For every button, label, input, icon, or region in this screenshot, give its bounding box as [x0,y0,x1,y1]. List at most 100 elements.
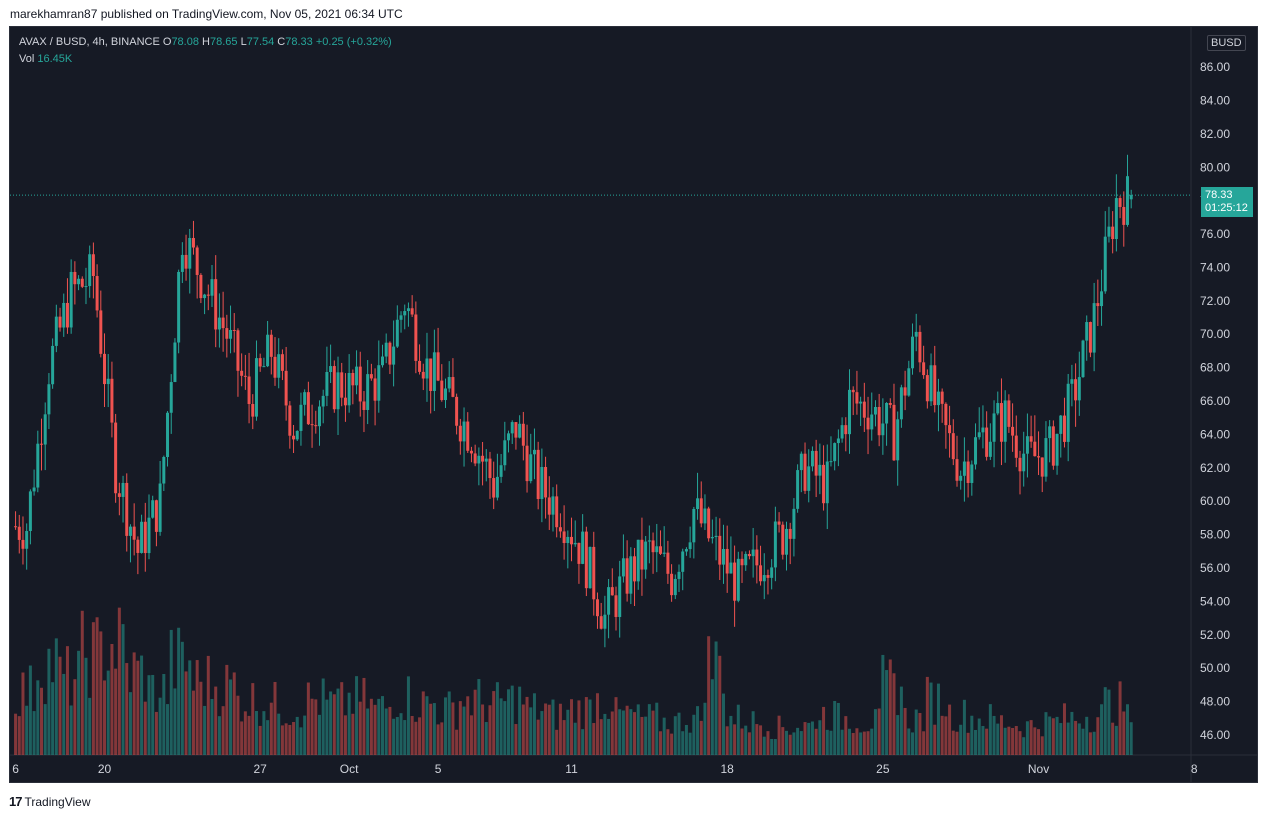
volume-bar [151,674,155,755]
volume-bar [1007,726,1011,755]
volume-bar [618,709,622,755]
volume-bar [607,718,611,755]
candle-body [80,278,84,287]
candle-body [518,423,522,438]
candle-body [1003,400,1007,442]
open-label: O [162,36,172,48]
candle-body [429,358,433,391]
candle-body [499,465,503,477]
candle-body [536,449,540,499]
volume-bar [566,709,570,755]
volume-bar [1092,731,1096,755]
candle-body [1114,198,1118,240]
candle-body [647,540,651,542]
volume-bar [759,725,763,755]
chart-panel[interactable]: 86.0084.0082.0080.0078.0076.0074.0072.00… [9,26,1258,783]
y-tick-label: 62.00 [1200,461,1230,475]
candle-body [996,403,1000,414]
candlestick-chart[interactable]: 86.0084.0082.0080.0078.0076.0074.0072.00… [10,27,1258,783]
volume-bar [662,717,666,755]
volume-bar [699,720,703,755]
currency-badge[interactable]: BUSD [1207,35,1246,51]
candle-body [744,553,748,566]
volume-bar [658,731,662,755]
y-tick-label: 68.00 [1200,361,1230,375]
candle-body [547,497,551,515]
candle-body [929,365,933,402]
volume-bar [744,725,748,755]
volume-bar [948,704,952,755]
volume-bar [284,723,288,755]
candle-body [217,317,221,330]
candle-body [903,387,907,396]
candle-body [859,401,863,404]
candle-body [521,423,525,446]
candle-body [507,433,511,441]
candle-body [862,401,866,418]
volume-bar [336,688,340,755]
candle-body [692,508,696,543]
candle-body [796,470,800,509]
volume-bar [1018,731,1022,755]
candle-body [825,461,829,504]
candle-body [944,403,948,426]
volume-bar [803,722,807,755]
volume-bar [981,725,985,755]
candle-body [1088,322,1092,353]
volume-bar [492,691,496,755]
volume-bar [106,670,110,755]
candle-body [384,342,388,357]
candle-body [781,524,785,555]
candle-body [1011,426,1015,436]
low-label: L [240,36,247,48]
y-tick-label: 72.00 [1200,294,1230,308]
volume-bar [288,724,292,755]
volume-bar [966,732,970,755]
candle-body [258,358,262,367]
volume-bar [599,719,603,755]
volume-bar [384,708,388,755]
candle-body [484,458,488,462]
high-value: 78.65 [209,36,238,48]
x-tick-label: 18 [721,762,735,776]
volume-bar [191,690,195,755]
volume-bar [206,655,210,755]
candle-body [292,435,296,440]
candle-body [362,401,366,410]
candle-body [707,508,711,539]
candle-body [440,380,444,401]
candle-body [636,539,640,582]
volume-bar [140,655,144,755]
candle-body [62,302,66,328]
x-tick-label: 20 [98,762,112,776]
volume-bar [888,659,892,755]
candle-body [762,575,766,582]
volume-bar [873,709,877,755]
candle-body [1025,436,1029,454]
candle-body [151,500,155,518]
candle-body [966,461,970,483]
volume-bar [1014,726,1018,755]
volume-bar [355,676,359,755]
volume-bar [581,729,585,755]
candle-body [369,374,373,379]
volume-bar [885,670,889,755]
candle-body [922,362,926,376]
volume-bar [629,709,633,755]
candle-body [481,455,485,462]
candle-body [607,587,611,615]
volume-bar [1037,729,1041,755]
volume-bar [158,697,162,755]
candle-body [254,358,258,417]
volume-bar [988,704,992,755]
candle-body [199,274,203,299]
volume-bar [959,724,963,755]
candle-body [751,549,755,557]
volume-bar [1040,736,1044,755]
candle-body [532,449,536,455]
candle-body [247,376,251,405]
volume-bar [299,727,303,755]
volume-bar [273,681,277,755]
volume-bar [1029,720,1033,755]
volume-bar [777,715,781,755]
